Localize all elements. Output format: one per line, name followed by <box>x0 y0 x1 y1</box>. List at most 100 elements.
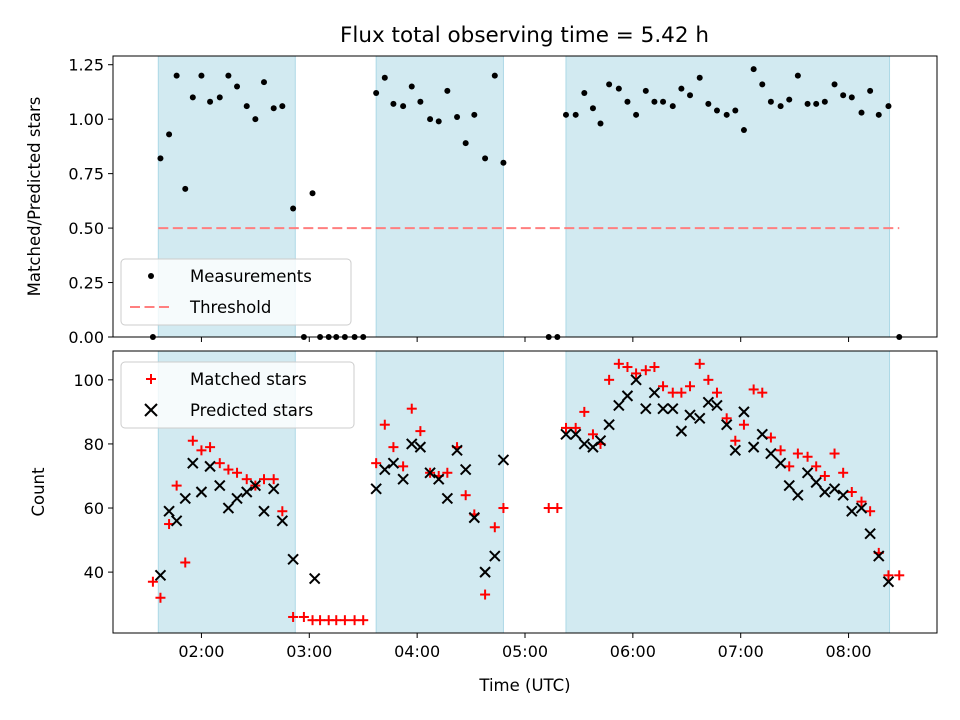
matched-stars-point <box>552 503 563 514</box>
marker-stroke <box>387 457 400 469</box>
predicted-stars-point <box>882 576 895 588</box>
predicted-stars-point <box>195 486 208 498</box>
predicted-stars-point <box>451 444 463 457</box>
marker-stroke <box>837 489 849 501</box>
predicted-stars-point <box>258 505 270 517</box>
marker-stroke <box>214 479 226 492</box>
measurement-point <box>189 94 196 101</box>
matched-stars-point <box>748 384 759 395</box>
measurement-point <box>858 109 865 116</box>
predicted-stars-point <box>308 572 321 585</box>
matched-stars-point <box>865 506 876 517</box>
measurement-point <box>713 107 720 114</box>
matched-stars-point <box>765 432 776 443</box>
predicted-stars-point <box>163 505 175 517</box>
y-tick-label: 0.50 <box>68 219 104 238</box>
matched-stars-point <box>570 422 581 433</box>
predicted-stars-point <box>756 428 768 441</box>
matched-stars-point <box>498 503 509 514</box>
measurement-point <box>696 74 703 81</box>
marker-stroke <box>451 444 463 457</box>
measurement-point <box>309 190 316 197</box>
legend-marker-predicted <box>144 403 158 417</box>
marker-stroke <box>441 492 454 505</box>
measurement-point <box>597 120 604 127</box>
measurement-point <box>848 94 855 101</box>
measurement-point <box>166 131 173 138</box>
predicted-stars-point <box>846 505 858 517</box>
measurement-point <box>615 85 622 92</box>
matched-stars-point <box>298 611 309 622</box>
matched-stars-point <box>147 576 158 587</box>
marker-stroke <box>855 502 868 514</box>
predicted-stars-point <box>379 463 391 476</box>
matched-stars-point <box>685 381 696 392</box>
top-panel: 0.00 0.25 0.50 0.75 1.00 1.25 Matched/Predicte… <box>25 55 938 347</box>
marker-stroke <box>720 418 733 431</box>
marker-stroke <box>433 473 445 485</box>
measurement-point <box>572 111 579 118</box>
matched-stars-point <box>155 592 166 603</box>
marker-stroke <box>204 460 216 473</box>
matched-stars-point <box>489 522 500 533</box>
matched-stars-point <box>406 403 417 414</box>
measurement-point <box>381 74 388 81</box>
predicted-stars-point <box>667 402 679 415</box>
matched-stars-point <box>339 615 350 626</box>
measurement-point <box>482 155 489 162</box>
predicted-stars-point <box>873 550 885 562</box>
predicted-stars-point <box>640 402 652 415</box>
measurement-point <box>723 111 730 118</box>
measurement-point <box>198 72 205 79</box>
x-tick-label: 06:00 <box>610 642 656 661</box>
predicted-stars-point <box>837 489 849 501</box>
predicted-stars-point <box>783 479 795 492</box>
predicted-stars-point <box>569 428 582 441</box>
measurement-point <box>471 111 478 118</box>
y-axis-label: Count <box>29 467 48 517</box>
marker-stroke <box>765 447 777 460</box>
y-tick-label: 0.75 <box>68 165 104 184</box>
matched-stars-point <box>894 570 905 581</box>
predicted-stars-point <box>497 454 510 466</box>
matched-stars-point <box>730 435 741 446</box>
matched-stars-point <box>631 368 642 379</box>
marker-stroke <box>578 438 591 450</box>
matched-stars-point <box>415 426 426 437</box>
marker-stroke <box>657 402 669 415</box>
predicted-stars-point <box>828 483 841 495</box>
marker-stroke <box>801 467 814 479</box>
predicted-stars-point <box>738 406 750 418</box>
marker-stroke <box>414 441 427 453</box>
measurement-point <box>786 96 793 103</box>
measurement-point <box>500 159 507 166</box>
x-tick-label: 05:00 <box>502 642 548 661</box>
matched-stars-point <box>792 448 803 459</box>
marker-stroke <box>179 492 191 505</box>
observing-interval-band <box>375 55 504 338</box>
measurement-point <box>417 98 424 105</box>
legend-box <box>120 361 355 429</box>
predicted-stars-point <box>603 418 615 431</box>
predicted-stars-point <box>287 553 299 566</box>
predicted-stars-point <box>441 492 454 505</box>
matched-stars-point <box>442 467 453 478</box>
measurement-point <box>642 87 649 94</box>
marker-stroke <box>187 457 199 469</box>
marker-stroke <box>479 566 491 578</box>
matched-stars-point <box>676 387 687 398</box>
marker-stroke <box>774 457 787 469</box>
measurement-point <box>740 127 747 134</box>
matched-stars-point <box>388 442 399 453</box>
predicted-stars-point <box>489 550 501 562</box>
marker-stroke <box>497 454 510 466</box>
marker-stroke <box>828 483 841 495</box>
measurement-point <box>581 90 588 97</box>
matched-stars-point <box>258 474 269 485</box>
predicted-stars-point <box>397 473 409 485</box>
marker-stroke <box>729 444 742 457</box>
predicted-stars-point <box>702 396 715 408</box>
measurement-point <box>651 98 658 105</box>
measurement-point <box>427 116 434 123</box>
matched-stars-point <box>829 448 840 459</box>
